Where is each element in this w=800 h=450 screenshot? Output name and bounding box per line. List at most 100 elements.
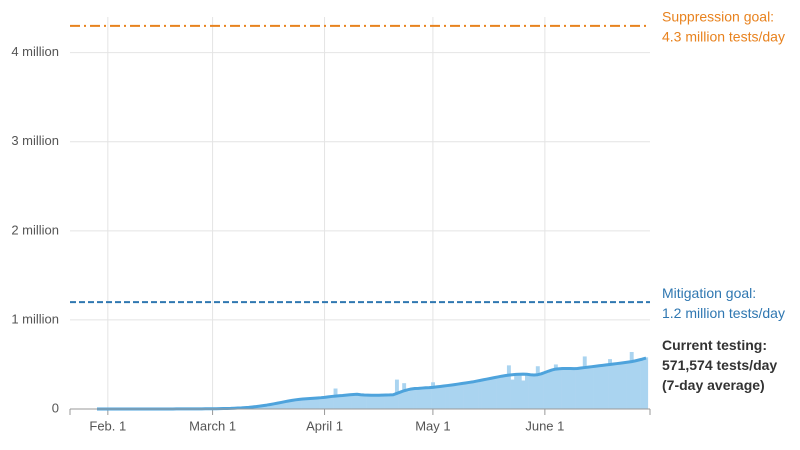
bar: [561, 367, 566, 409]
bar: [369, 395, 374, 409]
bar: [600, 365, 605, 409]
bar: [553, 364, 558, 409]
bar: [456, 383, 461, 409]
bar: [441, 386, 446, 409]
bar: [459, 383, 464, 409]
bar: [344, 394, 349, 409]
bar: [301, 399, 305, 409]
goal-label: 1.2 million tests/day: [662, 305, 785, 321]
bar: [272, 403, 277, 409]
bar: [521, 380, 526, 409]
bar: [329, 396, 334, 409]
bar: [579, 368, 584, 409]
bar: [293, 400, 298, 409]
bar: [358, 395, 363, 409]
bar: [485, 378, 490, 409]
goal-label: 4.3 million tests/day: [662, 29, 785, 45]
bar: [622, 363, 627, 409]
bar: [478, 379, 482, 409]
bar: [416, 387, 421, 409]
bar: [362, 394, 367, 409]
current-label: (7-day average): [662, 377, 765, 393]
bar: [348, 394, 352, 409]
current-label: Current testing:: [662, 337, 767, 353]
bar: [575, 367, 580, 409]
bar: [333, 388, 338, 409]
bar: [467, 382, 472, 409]
bar: [463, 382, 468, 409]
x-tick-label: April 1: [306, 418, 343, 433]
bar: [488, 378, 493, 409]
bar: [279, 402, 284, 409]
x-tick-label: May 1: [415, 418, 450, 433]
bar: [409, 388, 414, 409]
bar: [319, 397, 324, 409]
goal-label: Mitigation goal:: [662, 285, 756, 301]
bar: [351, 394, 356, 409]
bar: [640, 359, 645, 409]
bar: [510, 379, 515, 409]
bar: [481, 380, 486, 409]
bar: [496, 377, 501, 409]
bar: [571, 369, 576, 409]
bar: [308, 398, 313, 409]
bar: [506, 365, 511, 409]
bar: [528, 375, 533, 409]
bar: [557, 369, 562, 409]
x-tick-label: March 1: [189, 418, 236, 433]
bar: [355, 393, 360, 409]
x-tick-label: Feb. 1: [89, 418, 126, 433]
bar: [290, 400, 295, 409]
y-tick-label: 3 million: [11, 133, 59, 148]
bar: [611, 363, 616, 409]
bar: [590, 365, 594, 409]
current-label: 571,574 tests/day: [662, 357, 777, 373]
bar: [398, 392, 403, 409]
bar: [376, 394, 381, 409]
bar: [503, 376, 508, 409]
bar: [535, 366, 540, 409]
bar: [431, 382, 436, 409]
y-tick-label: 4 million: [11, 44, 59, 59]
bar: [434, 387, 439, 409]
bar: [568, 368, 573, 409]
bar: [326, 396, 331, 409]
bar: [366, 395, 370, 409]
bar: [340, 395, 345, 409]
bar: [626, 361, 631, 409]
bar: [304, 398, 309, 409]
bar: [423, 387, 428, 409]
bar: [405, 391, 410, 409]
bar: [550, 369, 555, 409]
bar: [373, 395, 378, 409]
bar: [514, 373, 519, 409]
bar: [564, 368, 569, 409]
bar: [311, 398, 316, 409]
bar: [597, 364, 602, 409]
bar: [420, 388, 425, 409]
bar: [402, 383, 407, 409]
bar: [387, 395, 392, 409]
goal-label: Suppression goal:: [662, 9, 774, 25]
bar: [474, 381, 479, 409]
y-tick-label: 0: [52, 400, 59, 415]
bar: [470, 381, 475, 409]
bar: [452, 384, 457, 409]
bar: [586, 367, 591, 409]
bar: [391, 394, 396, 409]
bar: [438, 386, 443, 409]
bar: [413, 389, 417, 409]
bar: [297, 399, 302, 409]
bar: [629, 351, 634, 409]
bar: [275, 403, 280, 409]
bar: [517, 374, 522, 409]
bar: [380, 395, 385, 409]
bar: [546, 370, 551, 409]
bar: [384, 394, 389, 409]
bar: [445, 384, 450, 409]
bar: [543, 371, 547, 409]
bar: [337, 395, 342, 409]
bar: [532, 375, 537, 409]
bar: [492, 376, 497, 409]
